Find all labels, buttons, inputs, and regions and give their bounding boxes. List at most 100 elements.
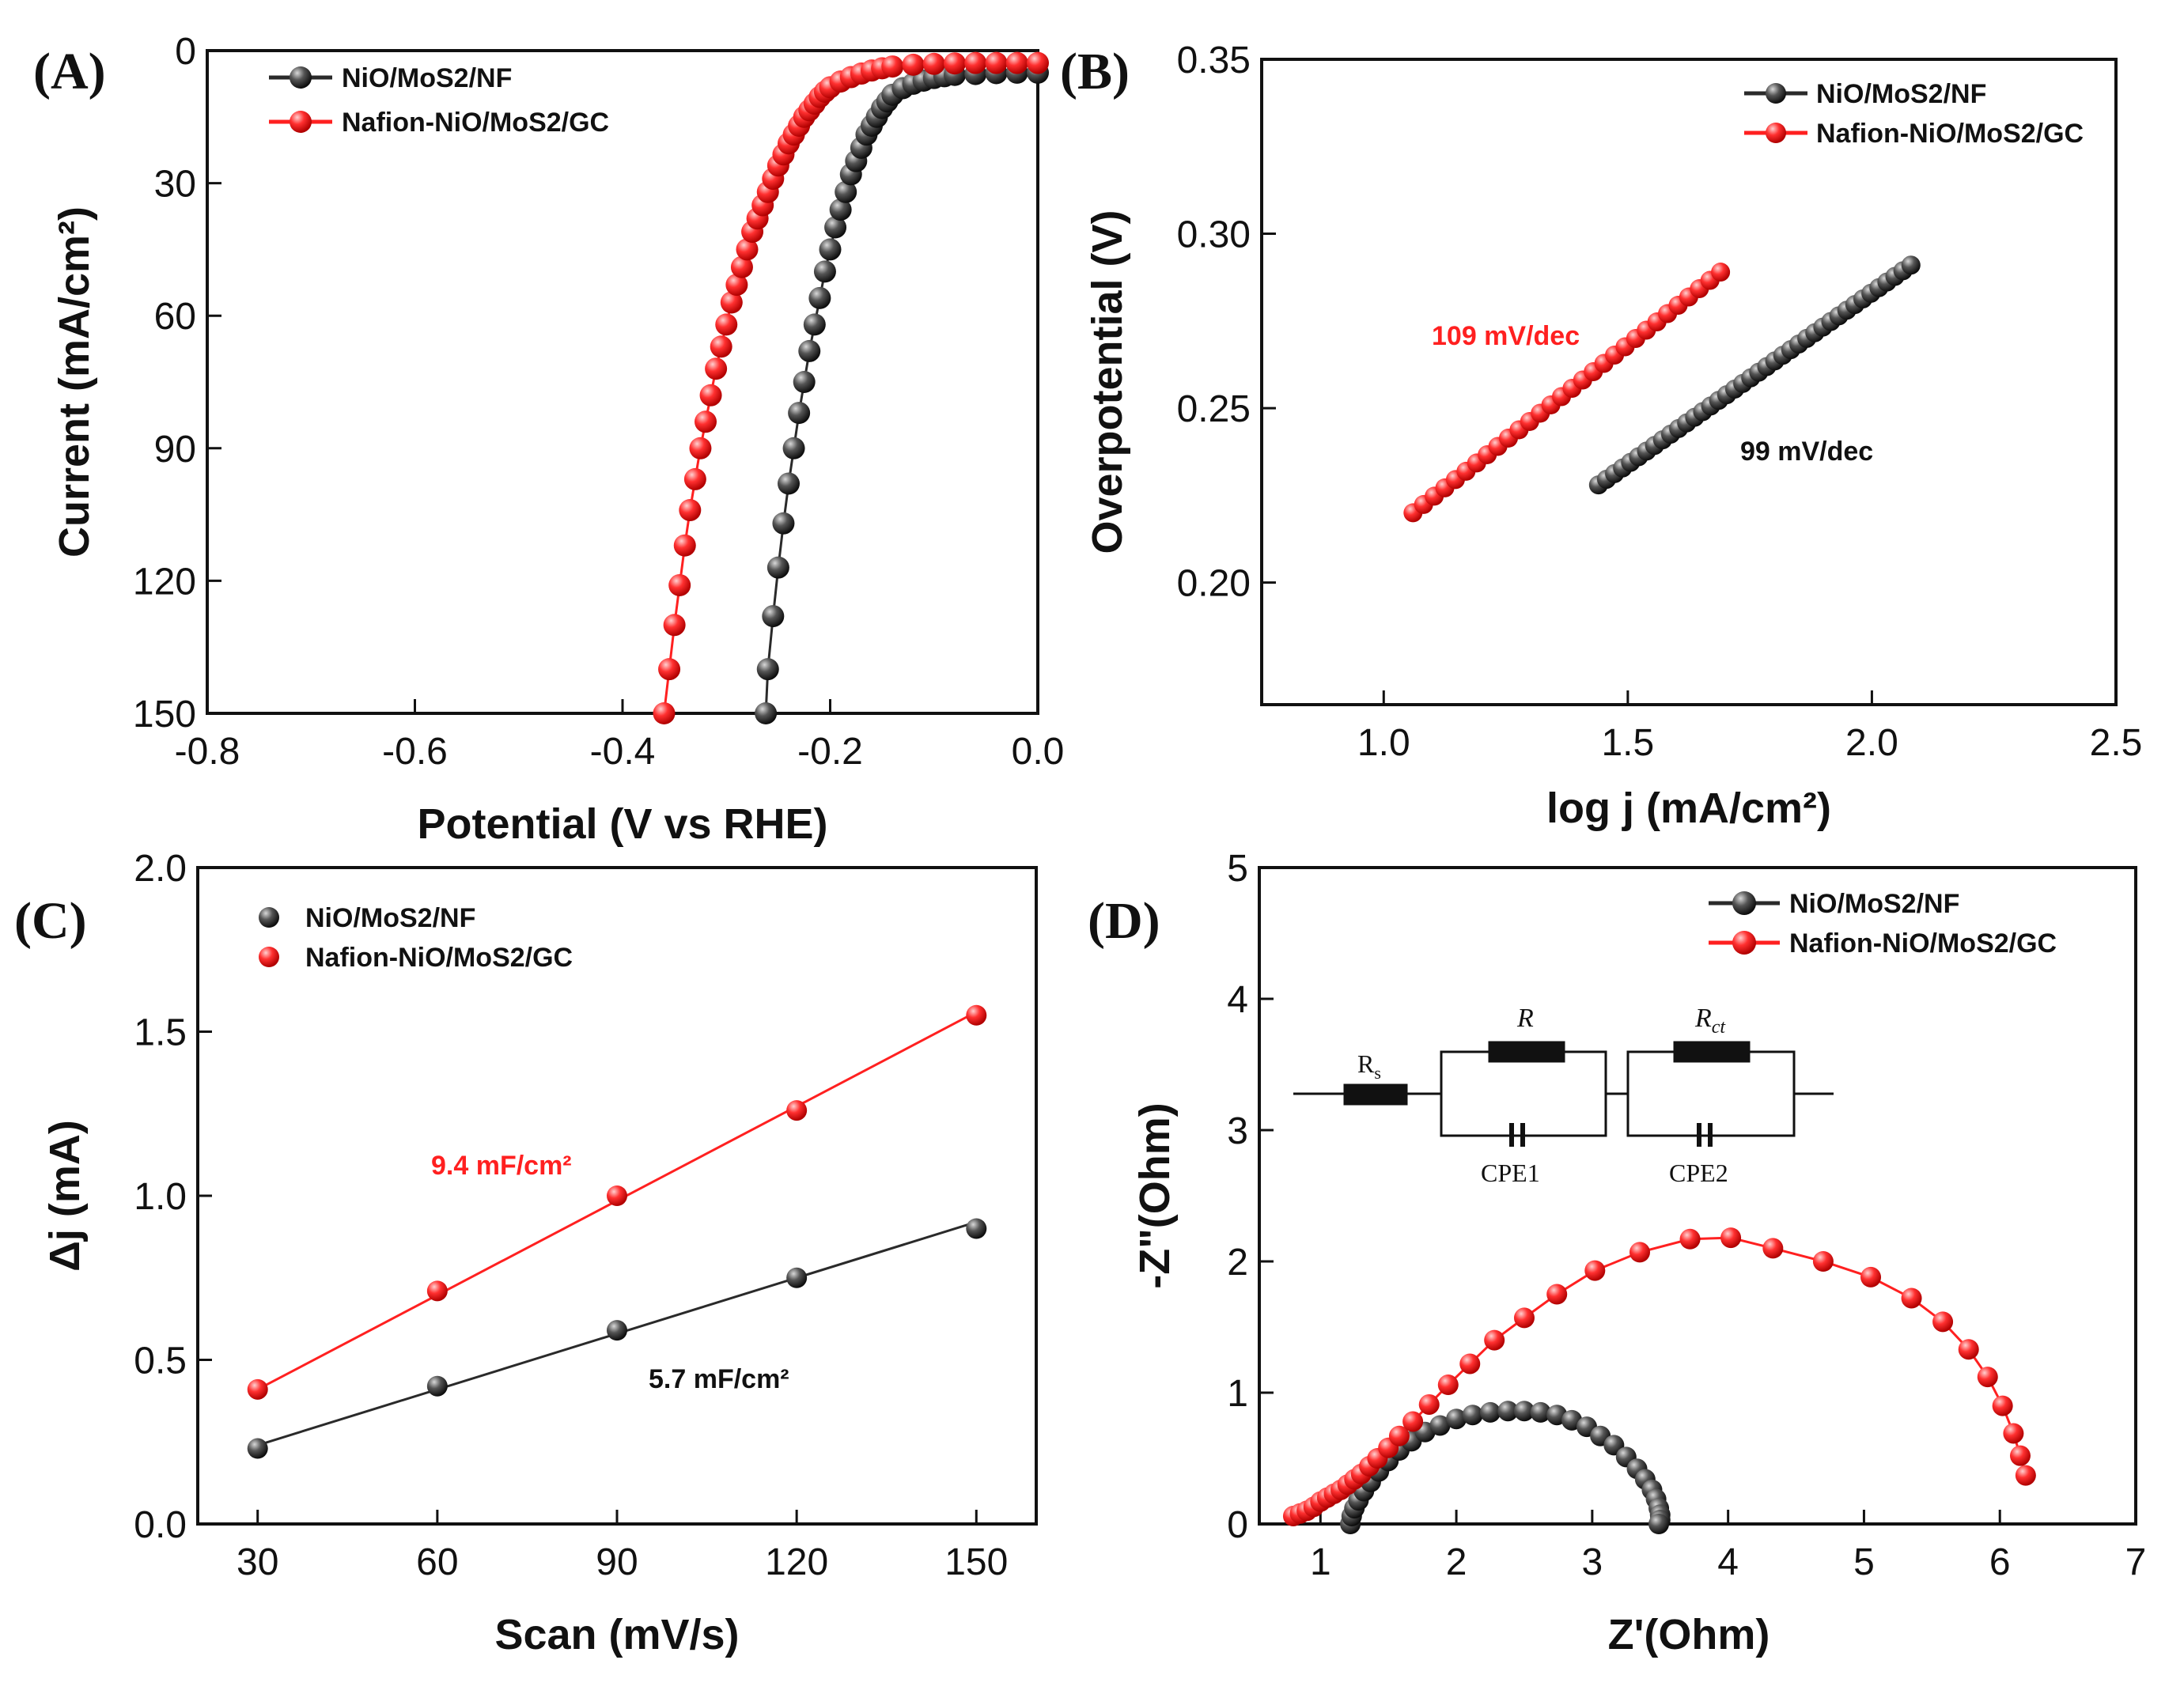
panel-d-x-tick-label: 6 xyxy=(1989,1541,2011,1583)
panel-c: (C) 30 60 90 120 150 0.0 0.5 1.0 1.5 2.0 Scan (mV… xyxy=(14,848,1038,1658)
panel-d-red-series-line xyxy=(1293,1236,2027,1518)
panel-a-x-tick-label: -0.2 xyxy=(797,731,863,773)
panel-a-red-data-point xyxy=(922,52,945,75)
panel-a-y-tick-label: 150 xyxy=(133,694,196,735)
panel-c-legend-label-red: Nafion-NiO/MoS2/GC xyxy=(305,943,573,973)
panel-c-red-data-point xyxy=(966,1004,987,1026)
panel-a-y-tick-label: 120 xyxy=(133,561,196,603)
panel-d-red-data-point xyxy=(1992,1395,2013,1416)
panel-a-black-data-point xyxy=(766,556,789,579)
panel-a-red-data-point xyxy=(902,53,925,76)
panel-a-black-data-point xyxy=(829,199,852,221)
panel-a-red-data-point xyxy=(695,410,717,433)
panel-c-capacitance-red: 9.4 mF/cm² xyxy=(431,1151,572,1181)
panel-a-red-data-point xyxy=(736,238,759,261)
panel-d-red-data-point xyxy=(1679,1228,1701,1250)
panel-c-legend-marker-red xyxy=(259,947,279,967)
panel-a-red-data-point xyxy=(653,702,676,724)
panel-a-black-data-point xyxy=(824,216,847,239)
panel-a-x-tick-label: -0.6 xyxy=(382,731,448,773)
panel-b-y-tick-label: 0.35 xyxy=(1177,40,1251,81)
panel-c-x-tick-label: 120 xyxy=(765,1541,828,1583)
panel-b-x-axis-label: log j (mA/cm²) xyxy=(1546,785,1831,832)
panel-d-ticks: 1 2 3 4 5 6 7 0 1 2 3 4 5 xyxy=(1227,848,2146,1583)
panel-d-x-tick-label: 4 xyxy=(1717,1541,1739,1583)
panel-d-label: (D) xyxy=(1088,892,1160,950)
panel-a-black-data-point xyxy=(755,702,778,724)
panel-d-y-axis-label: -Z"(Ohm) xyxy=(1131,1102,1179,1289)
panel-d-y-tick-label: 1 xyxy=(1227,1373,1248,1415)
circuit-label-r: R xyxy=(1516,1004,1534,1033)
panel-a: (A) -0.8 -0.6 -0.4 -0.2 0.0 0 30 60 90 120 150 Pot… xyxy=(33,31,1064,848)
panel-a-black-data-point xyxy=(803,313,826,336)
panel-d-axes-frame xyxy=(1258,866,2137,1526)
panel-c-y-tick-label: 0.0 xyxy=(134,1504,187,1546)
panel-c-x-axis-label: Scan (mV/s) xyxy=(494,1611,739,1658)
panel-d-red-data-point xyxy=(1812,1251,1834,1272)
panel-a-y-tick-label: 30 xyxy=(154,164,196,206)
panel-d-black-data-point xyxy=(1530,1401,1551,1423)
panel-a-y-tick-label: 90 xyxy=(154,429,196,471)
panel-c-red-data-point xyxy=(607,1185,627,1206)
panel-b-legend-label-black: NiO/MoS2/NF xyxy=(1816,79,1986,109)
panel-a-black-data-point xyxy=(772,512,795,535)
panel-c-label: (C) xyxy=(14,892,87,950)
panel-a-legend-label-red: Nafion-NiO/MoS2/GC xyxy=(342,108,609,138)
panel-a-black-data-point xyxy=(782,437,805,459)
panel-a-y-tick-label: 60 xyxy=(154,296,196,338)
panel-d-black-data-point xyxy=(1480,1401,1501,1423)
panel-a-red-data-point xyxy=(944,52,966,75)
panel-d-x-tick-label: 7 xyxy=(2125,1541,2147,1583)
panel-a-red-data-point xyxy=(710,335,732,358)
panel-a-black-series-line xyxy=(764,71,1038,714)
panel-d-red-data-point xyxy=(1860,1266,1882,1288)
panel-d-red-data-point xyxy=(1402,1411,1424,1432)
panel-d-red-data-point xyxy=(1958,1339,1979,1360)
panel-d-x-tick-label: 2 xyxy=(1446,1541,1467,1583)
panel-b-y-axis-label: Overpotential (V) xyxy=(1084,210,1131,554)
panel-b-x-tick-label: 2.5 xyxy=(2090,722,2143,764)
panel-c-black-data-point xyxy=(786,1267,808,1288)
panel-a-black-data-point xyxy=(808,286,831,309)
panel-b-legend-label-red: Nafion-NiO/MoS2/GC xyxy=(1816,119,2084,149)
panel-a-red-data-point xyxy=(689,437,712,459)
panel-a-red-data-point xyxy=(668,573,691,596)
panel-a-series xyxy=(653,51,1049,724)
panel-d-legend: NiO/MoS2/NF Nafion-NiO/MoS2/GC xyxy=(1709,889,2057,959)
panel-c-series xyxy=(247,1004,987,1459)
panel-a-legend: NiO/MoS2/NF Nafion-NiO/MoS2/GC xyxy=(269,63,609,138)
panel-a-red-data-point xyxy=(720,291,743,314)
panel-d-black-data-point xyxy=(1513,1401,1535,1422)
circuit-label-rs: Rs xyxy=(1357,1049,1381,1083)
panel-d-red-data-point xyxy=(1546,1284,1568,1305)
panel-a-legend-marker-red xyxy=(290,111,312,133)
panel-a-red-data-point xyxy=(679,499,702,522)
panel-d-legend-label-black: NiO/MoS2/NF xyxy=(1789,889,1959,919)
panel-d-red-data-point xyxy=(2009,1445,2031,1466)
panel-c-y-axis-label: Δj (mA) xyxy=(41,1120,89,1272)
panel-c-red-data-point xyxy=(786,1100,808,1121)
panel-b-y-tick-label: 0.20 xyxy=(1177,563,1251,605)
circuit-resistor-rct xyxy=(1673,1041,1751,1063)
panel-d-black-data-point xyxy=(1648,1514,1670,1534)
panel-a-red-data-point xyxy=(683,467,706,490)
panel-d-red-data-point xyxy=(2003,1423,2024,1444)
panel-a-y-tick-label: 0 xyxy=(175,31,196,73)
panel-a-red-data-point xyxy=(1005,51,1028,74)
panel-a-red-data-point xyxy=(663,614,686,637)
panel-d-legend-marker-black xyxy=(1732,891,1756,915)
panel-a-red-data-point xyxy=(730,255,753,278)
panel-d: (D) 1 2 3 4 5 6 7 0 1 2 3 4 5 Z'(Ohm) -Z"(Ohm) NiO/M… xyxy=(1088,848,2146,1658)
panel-d-red-data-point xyxy=(1901,1288,1922,1309)
panel-c-x-tick-label: 90 xyxy=(596,1541,638,1583)
panel-a-red-data-point xyxy=(699,384,722,406)
panel-a-black-data-point xyxy=(788,402,811,425)
panel-d-red-data-point xyxy=(1437,1374,1459,1396)
panel-a-label: (A) xyxy=(33,43,106,100)
circuit-label-cpe1: CPE1 xyxy=(1481,1159,1540,1187)
panel-c-legend: NiO/MoS2/NF Nafion-NiO/MoS2/GC xyxy=(259,903,573,973)
panel-b-x-tick-label: 2.0 xyxy=(1845,722,1898,764)
panel-c-x-tick-label: 150 xyxy=(944,1541,1008,1583)
panel-d-legend-marker-red xyxy=(1732,931,1756,955)
panel-c-legend-label-black: NiO/MoS2/NF xyxy=(305,903,475,933)
